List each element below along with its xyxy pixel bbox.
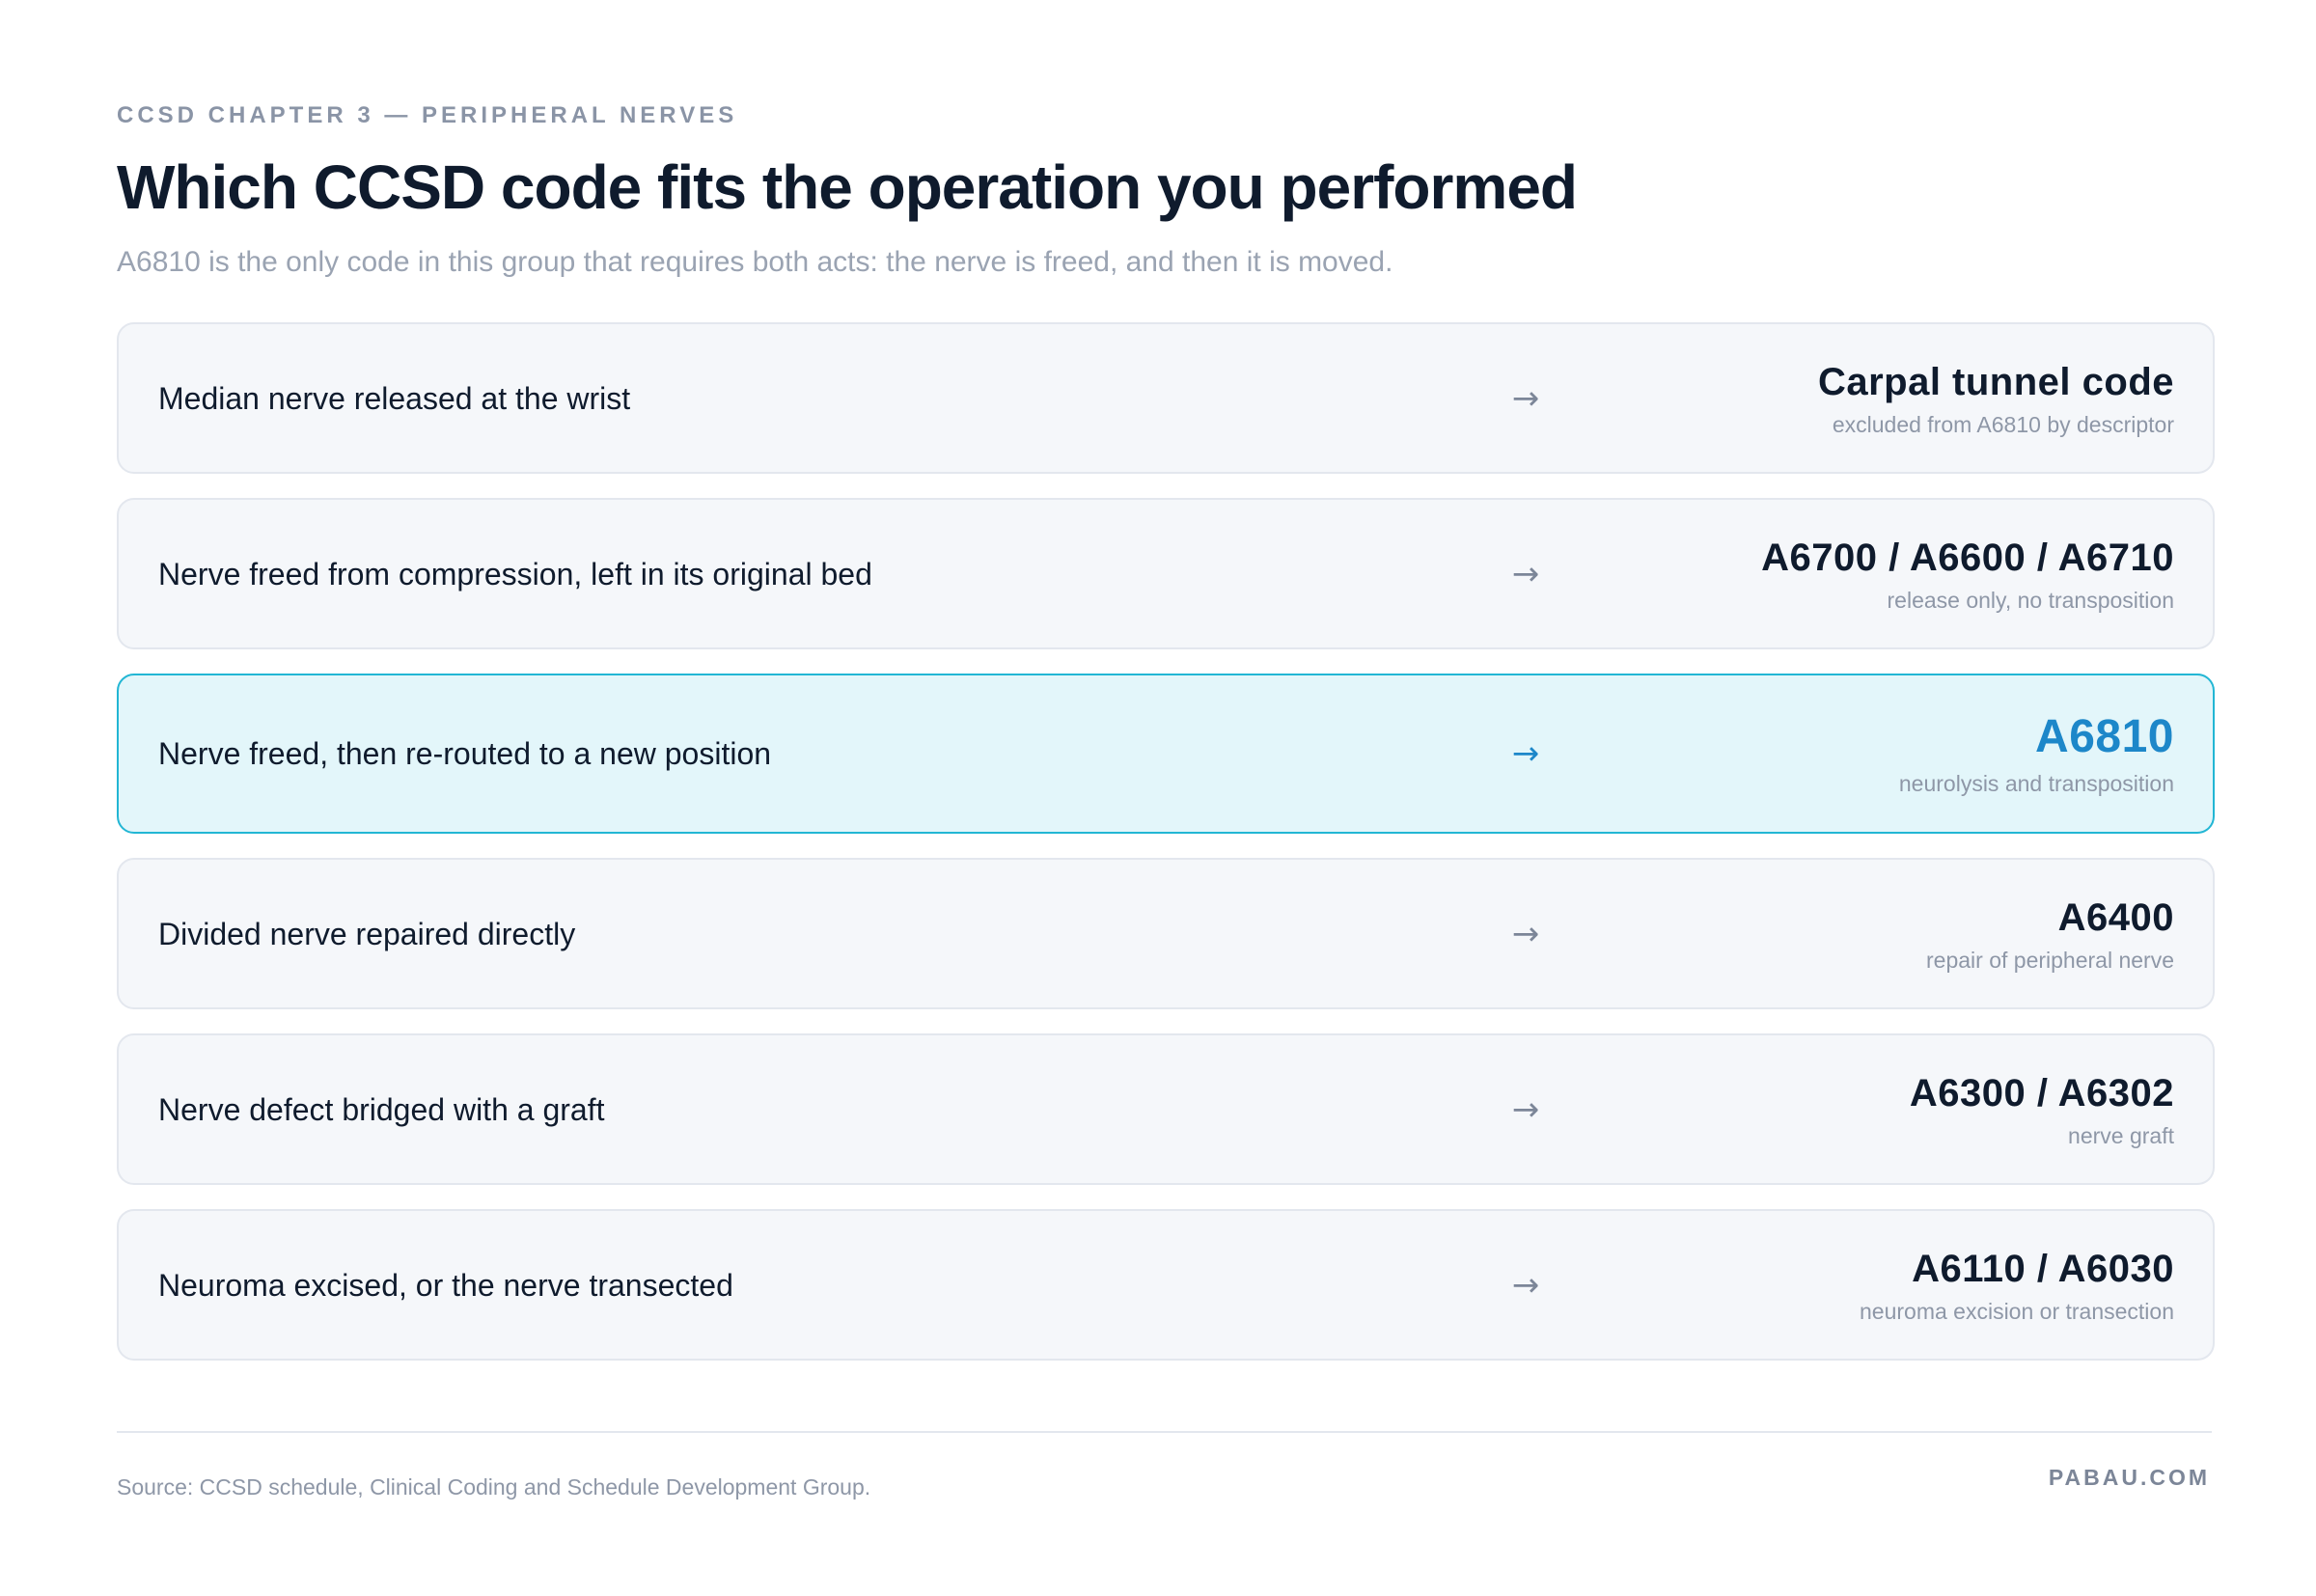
row-code: A6300 / A6302 [1909,1071,2174,1114]
arrow-right-icon: → [1511,914,1540,953]
code-row-release-only: Nerve freed from compression, left in it… [117,498,2215,649]
row-note: release only, no transposition [1887,587,2174,613]
row-result: A6400 repair of peripheral nerve [1634,894,2174,975]
code-list: Median nerve released at the wrist → Car… [117,322,2215,1361]
brand-label: PABAU.COM [2048,1465,2210,1490]
source-note: Source: CCSD schedule, Clinical Coding a… [117,1474,871,1500]
row-label: Divided nerve repaired directly [158,916,576,951]
code-row-direct-repair: Divided nerve repaired directly → A6400 … [117,858,2215,1009]
arrow-right-icon: → [1511,1089,1540,1129]
row-label: Nerve freed, then re-routed to a new pos… [158,736,772,771]
row-label: Nerve defect bridged with a graft [158,1091,605,1127]
row-result: A6700 / A6600 / A6710 release only, no t… [1634,534,2174,615]
code-row-neuroma: Neuroma excised, or the nerve transected… [117,1209,2215,1361]
arrow-right-icon: → [1511,1265,1540,1305]
row-note: nerve graft [2068,1122,2174,1148]
code-row-a6810-highlighted: Nerve freed, then re-routed to a new pos… [117,674,2215,834]
row-result: A6300 / A6302 nerve graft [1634,1069,2174,1150]
page-subtitle: A6810 is the only code in this group tha… [117,246,1393,278]
row-code: A6810 [2035,711,2174,762]
row-code: A6400 [2057,895,2174,939]
row-result: A6810 neurolysis and transposition [1634,709,2174,798]
row-code: Carpal tunnel code [1817,360,2174,403]
row-code: A6110 / A6030 [1912,1247,2174,1290]
row-note: excluded from A6810 by descriptor [1832,411,2174,437]
arrow-right-icon: → [1511,378,1540,418]
row-result: Carpal tunnel code excluded from A6810 b… [1634,358,2174,439]
row-note: neurolysis and transposition [1898,771,2174,796]
page-title: Which CCSD code fits the operation you p… [117,152,1578,222]
eyebrow-label: CCSD CHAPTER 3 — PERIPHERAL NERVES [117,102,738,128]
row-label: Nerve freed from compression, left in it… [158,556,872,592]
row-result: A6110 / A6030 neuroma excision or transe… [1634,1245,2174,1326]
code-row-nerve-graft: Nerve defect bridged with a graft → A630… [117,1033,2215,1185]
code-row-carpal-tunnel: Median nerve released at the wrist → Car… [117,322,2215,474]
arrow-right-icon: → [1511,734,1540,773]
footer-divider [117,1431,2212,1433]
row-note: repair of peripheral nerve [1926,947,2174,973]
row-label: Neuroma excised, or the nerve transected [158,1267,733,1303]
row-label: Median nerve released at the wrist [158,380,631,416]
row-note: neuroma excision or transection [1860,1298,2174,1324]
row-code: A6700 / A6600 / A6710 [1761,536,2174,579]
arrow-right-icon: → [1511,554,1540,593]
